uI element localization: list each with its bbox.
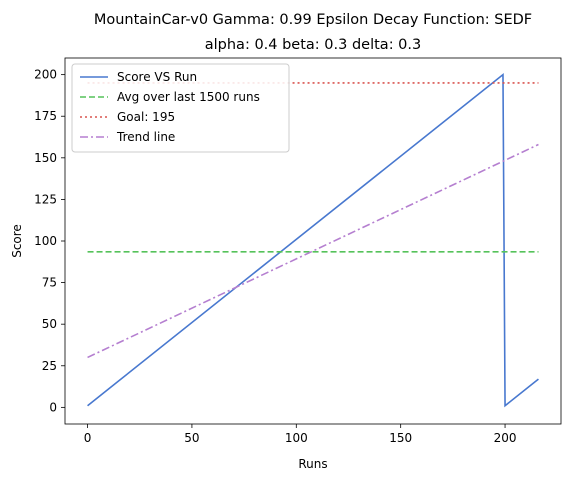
legend: Score VS Run Avg over last 1500 runs Goal:… [71, 63, 290, 153]
y-tick-label: 125 [34, 192, 57, 206]
series-line-4 [87, 143, 539, 359]
y-tick-label: 200 [34, 68, 57, 82]
legend-box [71, 63, 290, 153]
y-tick-label: 100 [34, 234, 57, 248]
chart-title-line1: MountainCar-v0 Gamma: 0.99 Epsilon Decay… [94, 12, 532, 28]
chart-title-line2: alpha: 0.4 beta: 0.3 delta: 0.3 [205, 37, 422, 53]
x-axis-label: Runs [298, 457, 327, 471]
legend-label-1: Score VS Run [117, 70, 197, 84]
x-tick-label: 150 [389, 431, 412, 445]
x-tick-label: 0 [84, 431, 92, 445]
x-tick-label: 100 [285, 431, 308, 445]
legend-label-3: Goal: 195 [117, 110, 175, 124]
series-line-1 [87, 72, 539, 408]
legend-label-2: Avg over last 1500 runs [117, 90, 260, 104]
y-tick-label: 75 [42, 276, 57, 290]
x-tick-label: 50 [184, 431, 199, 445]
x-axis: 0 50 100 150 200 [84, 424, 517, 445]
legend-label-4: Trend line [116, 130, 175, 144]
y-tick-label: 175 [34, 109, 57, 123]
x-tick-label: 200 [494, 431, 517, 445]
y-tick-label: 50 [42, 317, 57, 331]
y-tick-label: 25 [42, 359, 57, 373]
y-tick-label: 150 [34, 151, 57, 165]
y-axis-label: Score [10, 224, 24, 258]
y-axis: 0 25 50 75 100 125 150 175 200 [34, 68, 65, 414]
y-tick-label: 0 [49, 400, 57, 414]
